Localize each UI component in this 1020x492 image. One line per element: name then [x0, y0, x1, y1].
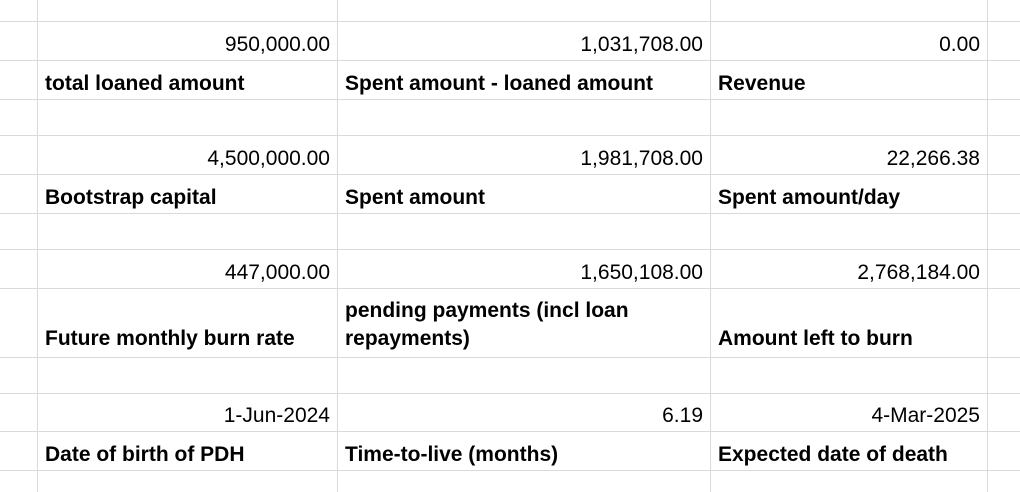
cell[interactable] — [338, 214, 711, 250]
revenue-value[interactable]: 0.00 — [711, 22, 988, 61]
cell[interactable] — [338, 0, 711, 22]
cell[interactable] — [988, 471, 1020, 492]
cell[interactable] — [0, 0, 38, 22]
date-of-birth-value[interactable]: 1-Jun-2024 — [38, 394, 338, 432]
cell[interactable] — [0, 100, 38, 136]
revenue-label[interactable]: Revenue — [711, 61, 988, 100]
amount-left-to-burn-label[interactable]: Amount left to burn — [711, 289, 988, 358]
cell[interactable] — [338, 100, 711, 136]
future-monthly-burn-rate-value[interactable]: 447,000.00 — [38, 250, 338, 289]
cell[interactable] — [988, 100, 1020, 136]
time-to-live-label[interactable]: Time-to-live (months) — [338, 432, 711, 471]
cell[interactable] — [0, 289, 38, 358]
total-loaned-amount-label[interactable]: total loaned amount — [38, 61, 338, 100]
cell[interactable] — [0, 432, 38, 471]
spent-amount-per-day-label[interactable]: Spent amount/day — [711, 175, 988, 214]
spent-amount-per-day-value[interactable]: 22,266.38 — [711, 136, 988, 175]
cell[interactable] — [0, 136, 38, 175]
cell[interactable] — [38, 358, 338, 394]
cell[interactable] — [988, 214, 1020, 250]
cell[interactable] — [0, 214, 38, 250]
cell[interactable] — [38, 100, 338, 136]
cell[interactable] — [0, 358, 38, 394]
spent-minus-loaned-label[interactable]: Spent amount - loaned amount — [338, 61, 711, 100]
cell[interactable] — [711, 471, 988, 492]
cell[interactable] — [0, 22, 38, 61]
cell[interactable] — [711, 214, 988, 250]
cell[interactable] — [988, 432, 1020, 471]
amount-left-to-burn-value[interactable]: 2,768,184.00 — [711, 250, 988, 289]
cell[interactable] — [0, 250, 38, 289]
cell[interactable] — [0, 471, 38, 492]
cell[interactable] — [711, 358, 988, 394]
date-of-birth-label[interactable]: Date of birth of PDH — [38, 432, 338, 471]
expected-date-of-death-label[interactable]: Expected date of death — [711, 432, 988, 471]
pending-payments-value[interactable]: 1,650,108.00 — [338, 250, 711, 289]
cell[interactable] — [711, 100, 988, 136]
cell[interactable] — [988, 22, 1020, 61]
cell[interactable] — [988, 289, 1020, 358]
cell[interactable] — [988, 136, 1020, 175]
spent-amount-value[interactable]: 1,981,708.00 — [338, 136, 711, 175]
time-to-live-value[interactable]: 6.19 — [338, 394, 711, 432]
cell[interactable] — [988, 250, 1020, 289]
cell[interactable] — [338, 471, 711, 492]
future-monthly-burn-rate-label[interactable]: Future monthly burn rate — [38, 289, 338, 358]
cell[interactable] — [38, 0, 338, 22]
bootstrap-capital-value[interactable]: 4,500,000.00 — [38, 136, 338, 175]
cell[interactable] — [38, 471, 338, 492]
expected-date-of-death-value[interactable]: 4-Mar-2025 — [711, 394, 988, 432]
cell[interactable] — [711, 0, 988, 22]
total-loaned-amount-value[interactable]: 950,000.00 — [38, 22, 338, 61]
cell[interactable] — [338, 358, 711, 394]
cell[interactable] — [988, 394, 1020, 432]
cell[interactable] — [38, 214, 338, 250]
spent-amount-label[interactable]: Spent amount — [338, 175, 711, 214]
cell[interactable] — [988, 175, 1020, 214]
cell[interactable] — [988, 0, 1020, 22]
spent-minus-loaned-value[interactable]: 1,031,708.00 — [338, 22, 711, 61]
cell[interactable] — [0, 394, 38, 432]
cell[interactable] — [0, 175, 38, 214]
cell[interactable] — [0, 61, 38, 100]
bootstrap-capital-label[interactable]: Bootstrap capital — [38, 175, 338, 214]
cell[interactable] — [988, 358, 1020, 394]
cell[interactable] — [988, 61, 1020, 100]
pending-payments-label[interactable]: pending payments (incl loan repayments) — [338, 289, 711, 358]
